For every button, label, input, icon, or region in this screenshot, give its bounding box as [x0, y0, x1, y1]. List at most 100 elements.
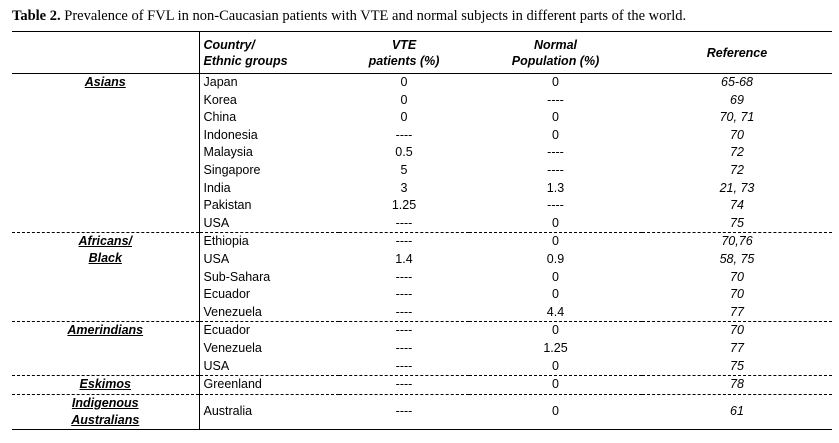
group-name: Amerindians: [12, 321, 200, 376]
reference-cell: 70: [730, 269, 744, 284]
normal-cell: 0: [552, 215, 559, 230]
reference-cell: 77: [730, 304, 744, 319]
vte-cell: ----: [395, 358, 413, 373]
table-row: Ecuador ---- 0 70: [12, 286, 832, 304]
country-cell: Greenland: [199, 375, 339, 395]
country-cell: Venezuela: [203, 340, 262, 355]
reference-cell: 21, 73: [719, 180, 755, 195]
table-row: Amerindians Ecuador ---- 0 70: [12, 321, 832, 376]
vte-cell: ----: [395, 215, 413, 230]
reference-cell: 70: [642, 321, 832, 340]
table-row: India 3 1.3 21, 73: [12, 180, 832, 198]
country-cell: China: [203, 110, 237, 125]
table-row: Korea 0 ---- 69: [12, 92, 832, 110]
normal-cell: 0: [552, 110, 559, 125]
country-header: Country/Ethnic groups: [199, 31, 339, 74]
country-cell: India: [203, 180, 231, 195]
country-cell: USA: [203, 358, 230, 373]
table-row: Sub-Sahara ---- 0 70: [12, 269, 832, 287]
normal-cell: 0.9: [546, 251, 565, 266]
table-label: Table 2.: [12, 8, 61, 24]
reference-cell: 75: [730, 215, 744, 230]
group-name-line: Africans/: [78, 234, 133, 249]
table-row: Eskimos Greenland ---- 0 78: [12, 375, 832, 395]
reference-cell: 75: [730, 358, 744, 373]
vte-cell: 1.25: [391, 198, 417, 213]
reference-cell: 70,76: [642, 232, 832, 251]
country-cell: Japan: [203, 75, 238, 89]
group-name: Asians: [12, 73, 200, 233]
country-cell: USA: [203, 215, 230, 230]
vte-cell: 0.5: [395, 145, 413, 160]
table-caption: Table 2. Prevalence of FVL in non-Caucas…: [12, 8, 686, 25]
normal-cell: ----: [547, 145, 564, 160]
normal-cell: 0: [552, 75, 559, 89]
country-cell: USA: [203, 251, 230, 266]
country-cell: Sub-Sahara: [203, 269, 271, 284]
group-name: Indigenous Australians: [12, 393, 200, 430]
country-cell: Australia: [199, 393, 339, 430]
country-cell: Ecuador: [203, 287, 251, 302]
table-row: Asians Japan 0 0 65-68: [12, 73, 832, 233]
group-name-line: Black: [88, 251, 122, 266]
vte-cell: 0: [400, 75, 408, 89]
vte-cell: ----: [339, 232, 469, 251]
table-row: USA ---- 0 75: [12, 358, 832, 376]
normal-cell: 1.3: [546, 180, 565, 195]
reference-cell: 70: [730, 127, 744, 142]
group-name-line: Asians: [84, 75, 126, 89]
reference-cell: 74: [730, 198, 744, 213]
normal-cell: ----: [547, 92, 564, 107]
reference-cell: 70, 71: [719, 110, 755, 125]
table-body: Asians Japan 0 0 65-68 Korea 0 ---- 69 China 0 0 70,…: [12, 73, 832, 430]
vte-cell: ----: [395, 127, 413, 142]
reference-cell: 58, 75: [719, 251, 755, 266]
normal-cell: 0: [469, 321, 642, 340]
table-row: Africans/Black Ethiopia ---- 0 70,76: [12, 232, 832, 322]
table-row: Malaysia 0.5 ---- 72: [12, 144, 832, 162]
vte-cell: ----: [395, 287, 413, 302]
header-row: Country/Ethnic groups VTE patients (%) No…: [12, 31, 832, 74]
country-cell: Venezuela: [203, 304, 262, 319]
group-name-line: Eskimos: [79, 377, 131, 392]
normal-cell: ----: [547, 162, 564, 177]
vte-cell: ----: [395, 304, 413, 319]
group-name-line: Australians: [71, 412, 140, 427]
table-row: Pakistan 1.25 ---- 74: [12, 197, 832, 215]
country-cell: Malaysia: [203, 145, 253, 160]
table-row: USA ---- 0 75: [12, 215, 832, 233]
group-name-line: Indigenous: [71, 395, 139, 410]
normal-cell: 0: [469, 232, 642, 251]
group-name: Africans/Black: [12, 232, 200, 322]
reference-cell: 72: [730, 145, 744, 160]
normal-cell: 0: [469, 375, 642, 395]
table-row: Indonesia ---- 0 70: [12, 127, 832, 145]
vte-cell: 0: [400, 92, 408, 107]
normal-cell: 4.4: [546, 304, 565, 319]
country-cell: Singapore: [203, 162, 261, 177]
table-row: USA 1.4 0.9 58, 75: [12, 251, 832, 269]
normal-cell: 0: [552, 127, 559, 142]
vte-cell: ----: [395, 340, 413, 355]
table-title: Prevalence of FVL in non-Caucasian patie…: [60, 8, 687, 24]
reference-header: Reference: [642, 31, 832, 74]
reference-cell: 69: [730, 92, 744, 107]
vte-cell: ----: [395, 269, 413, 284]
country-cell: Korea: [203, 92, 237, 107]
table-row: Indigenous Australians Australia ---- 0 61: [12, 393, 832, 430]
reference-cell: 78: [642, 375, 832, 395]
group-header: [12, 31, 200, 74]
reference-cell: 65-68: [721, 75, 753, 89]
country-cell: Pakistan: [203, 198, 252, 213]
table-row: Venezuela ---- 1.25 77: [12, 340, 832, 358]
normal-cell: 0: [552, 358, 559, 373]
reference-cell: 61: [642, 393, 832, 430]
normal-cell: 0: [552, 269, 559, 284]
table-row: China 0 0 70, 71: [12, 109, 832, 127]
country-cell: Ethiopia: [199, 232, 339, 251]
vte-cell: ----: [339, 393, 469, 430]
normal-cell: 0: [469, 393, 642, 430]
vte-cell: ----: [339, 375, 469, 395]
vte-cell: 5: [400, 162, 408, 177]
country-cell: Indonesia: [203, 127, 258, 142]
